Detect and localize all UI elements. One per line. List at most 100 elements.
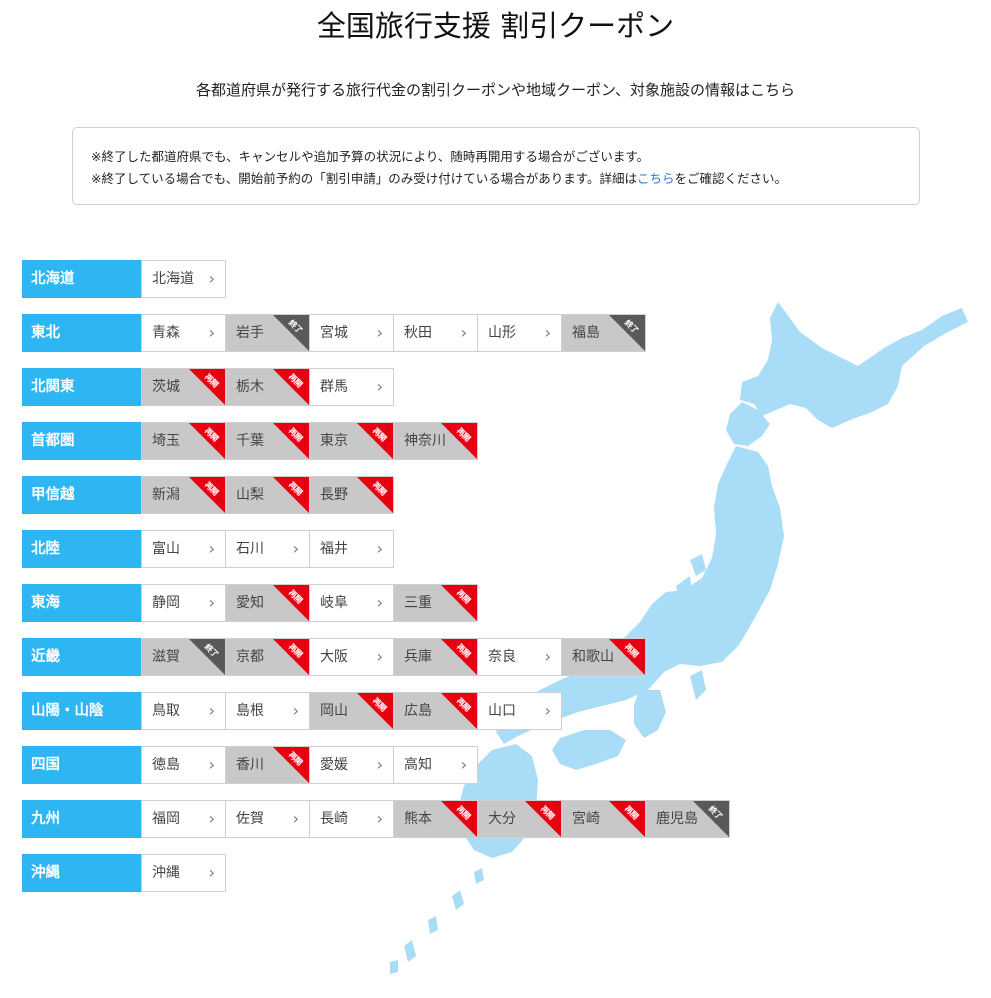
prefecture-button[interactable]: 群馬 › xyxy=(309,368,394,406)
prefecture-name: 神奈川 xyxy=(404,433,446,449)
prefecture-button[interactable]: 徳島 › xyxy=(141,746,226,784)
prefecture-button[interactable]: 高知 › xyxy=(393,746,478,784)
status-badge-text: 再開 xyxy=(286,642,304,660)
notice-line-2: ※終了している場合でも、開始前予約の「割引申請」のみ受け付けている場合があります… xyxy=(91,168,919,190)
status-badge-text: 終了 xyxy=(622,318,640,336)
map-island-5 xyxy=(390,960,398,974)
region-row: 九州 福岡 › 佐賀 › 長崎 › 熊本 再開 大分 再開 宮崎 再開 鹿児島 終了 xyxy=(22,800,730,838)
reopen-badge: 再開 xyxy=(273,639,309,675)
prefecture-button[interactable]: 熊本 再開 xyxy=(393,800,478,838)
chevron-right-icon: › xyxy=(292,701,299,720)
prefecture-button[interactable]: 埼玉 再開 xyxy=(141,422,226,460)
prefecture-button[interactable]: 広島 再開 xyxy=(393,692,478,730)
prefecture-button[interactable]: 静岡 › xyxy=(141,584,226,622)
reopen-badge: 再開 xyxy=(357,693,393,729)
chevron-right-icon: › xyxy=(544,323,551,342)
chevron-right-icon: › xyxy=(544,647,551,666)
reopen-badge: 再開 xyxy=(441,423,477,459)
prefecture-button[interactable]: 三重 再開 xyxy=(393,584,478,622)
prefecture-button[interactable]: 奈良 › xyxy=(477,638,562,676)
prefecture-button[interactable]: 富山 › xyxy=(141,530,226,568)
prefecture-name: 栃木 xyxy=(236,379,264,395)
status-badge-text: 再開 xyxy=(538,804,556,822)
prefecture-name: 宮崎 xyxy=(572,811,600,827)
prefecture-button[interactable]: 京都 再開 xyxy=(225,638,310,676)
prefecture-button[interactable]: 福岡 › xyxy=(141,800,226,838)
prefecture-button[interactable]: 岩手 終了 xyxy=(225,314,310,352)
prefecture-name: 富山 xyxy=(152,541,180,557)
prefecture-button[interactable]: 島根 › xyxy=(225,692,310,730)
prefecture-button[interactable]: 佐賀 › xyxy=(225,800,310,838)
reopen-badge: 再開 xyxy=(441,639,477,675)
prefecture-name: 宮城 xyxy=(320,325,348,341)
chevron-right-icon: › xyxy=(460,755,467,774)
prefecture-button[interactable]: 福島 終了 xyxy=(561,314,646,352)
prefecture-button[interactable]: 茨城 再開 xyxy=(141,368,226,406)
prefecture-button[interactable]: 和歌山 再開 xyxy=(561,638,646,676)
prefecture-button[interactable]: 山形 › xyxy=(477,314,562,352)
prefecture-name: 群馬 xyxy=(320,379,348,395)
prefecture-button[interactable]: 青森 › xyxy=(141,314,226,352)
prefecture-name: 愛知 xyxy=(236,595,264,611)
region-label: 首都圏 xyxy=(22,422,142,460)
region-row: 近畿 滋賀 終了 京都 再開 大阪 › 兵庫 再開 奈良 › 和歌山 再開 xyxy=(22,638,646,676)
region-label: 北海道 xyxy=(22,260,142,298)
prefecture-name: 岡山 xyxy=(320,703,348,719)
chevron-right-icon: › xyxy=(460,323,467,342)
reopen-badge: 再開 xyxy=(273,585,309,621)
prefecture-button[interactable]: 北海道 › xyxy=(141,260,226,298)
prefecture-button[interactable]: 愛知 再開 xyxy=(225,584,310,622)
prefecture-button[interactable]: 愛媛 › xyxy=(309,746,394,784)
prefecture-button[interactable]: 宮城 › xyxy=(309,314,394,352)
notice-line-1: ※終了した都道府県でも、キャンセルや追加予算の状況により、随時再開用する場合がご… xyxy=(91,149,650,164)
prefecture-name: 山形 xyxy=(488,325,516,341)
reopen-badge: 再開 xyxy=(441,585,477,621)
region-row: 北海道 北海道 › xyxy=(22,260,226,298)
region-label: 東北 xyxy=(22,314,142,352)
prefecture-button[interactable]: 滋賀 終了 xyxy=(141,638,226,676)
notice-details-link[interactable]: こちら xyxy=(636,171,675,186)
prefecture-button[interactable]: 大分 再開 xyxy=(477,800,562,838)
prefecture-name: 沖縄 xyxy=(152,865,180,881)
prefecture-button[interactable]: 鹿児島 終了 xyxy=(645,800,730,838)
status-badge-text: 再開 xyxy=(286,588,304,606)
region-label: 四国 xyxy=(22,746,142,784)
prefecture-button[interactable]: 兵庫 再開 xyxy=(393,638,478,676)
prefecture-button[interactable]: 長崎 › xyxy=(309,800,394,838)
prefecture-button[interactable]: 千葉 再開 xyxy=(225,422,310,460)
reopen-badge: 再開 xyxy=(525,801,561,837)
notice-line-2-text: ※終了している場合でも、開始前予約の「割引申請」のみ受け付けている場合があります… xyxy=(91,171,637,186)
chevron-right-icon: › xyxy=(544,701,551,720)
prefecture-button[interactable]: 山口 › xyxy=(477,692,562,730)
prefecture-button[interactable]: 香川 再開 xyxy=(225,746,310,784)
prefecture-button[interactable]: 鳥取 › xyxy=(141,692,226,730)
prefecture-button[interactable]: 福井 › xyxy=(309,530,394,568)
prefecture-button[interactable]: 長野 再開 xyxy=(309,476,394,514)
prefecture-button[interactable]: 神奈川 再開 xyxy=(393,422,478,460)
prefecture-button[interactable]: 秋田 › xyxy=(393,314,478,352)
reopen-badge: 再開 xyxy=(273,423,309,459)
chevron-right-icon: › xyxy=(376,593,383,612)
prefecture-button[interactable]: 岐阜 › xyxy=(309,584,394,622)
prefecture-button[interactable]: 沖縄 › xyxy=(141,854,226,892)
prefecture-button[interactable]: 山梨 再開 xyxy=(225,476,310,514)
prefecture-button[interactable]: 宮崎 再開 xyxy=(561,800,646,838)
prefecture-name: 長野 xyxy=(320,487,348,503)
prefecture-button[interactable]: 大阪 › xyxy=(309,638,394,676)
chevron-right-icon: › xyxy=(208,755,215,774)
status-badge-text: 再開 xyxy=(622,642,640,660)
map-hokkaido-southwest xyxy=(726,402,770,446)
prefecture-name: 和歌山 xyxy=(572,649,614,665)
region-label: 東海 xyxy=(22,584,142,622)
prefecture-button[interactable]: 岡山 再開 xyxy=(309,692,394,730)
prefecture-button[interactable]: 石川 › xyxy=(225,530,310,568)
prefecture-name: 島根 xyxy=(236,703,264,719)
map-island-2 xyxy=(452,890,464,910)
prefecture-button[interactable]: 栃木 再開 xyxy=(225,368,310,406)
prefecture-name: 岩手 xyxy=(236,325,264,341)
prefecture-name: 長崎 xyxy=(320,811,348,827)
prefecture-button[interactable]: 新潟 再開 xyxy=(141,476,226,514)
status-badge-text: 再開 xyxy=(286,426,304,444)
prefecture-button[interactable]: 東京 再開 xyxy=(309,422,394,460)
prefecture-name: 秋田 xyxy=(404,325,432,341)
